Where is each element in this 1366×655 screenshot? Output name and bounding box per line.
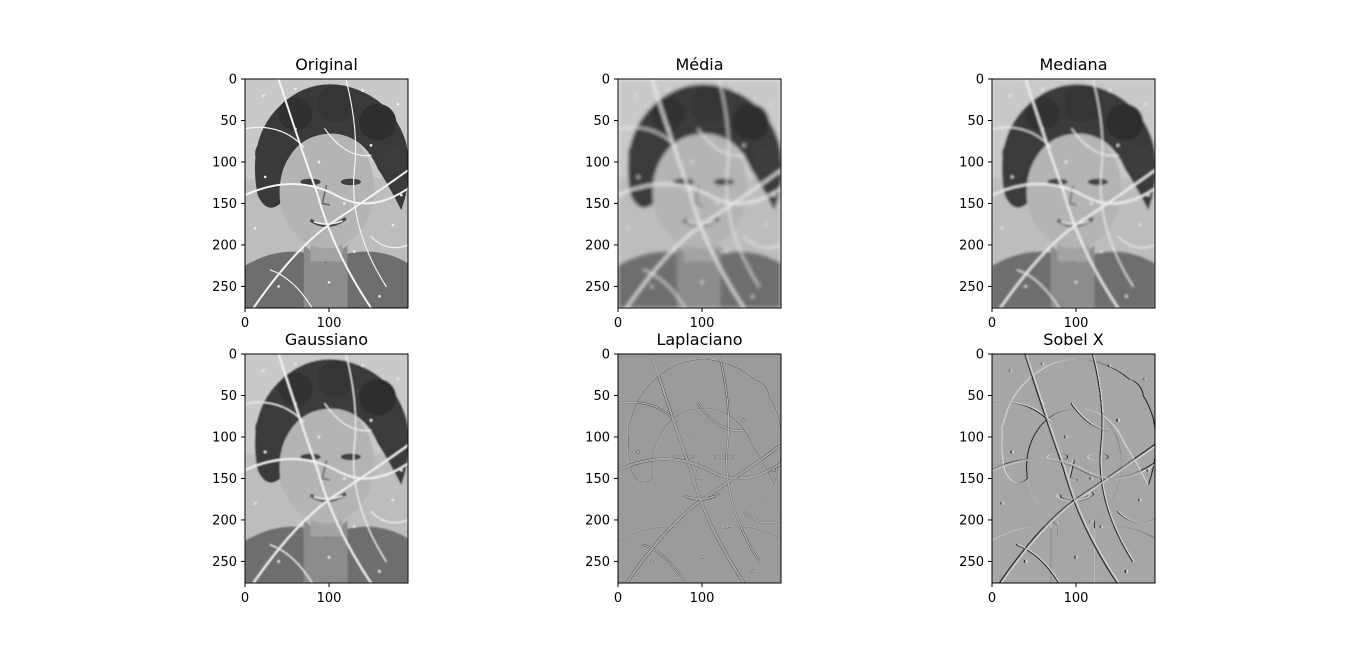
subplot-5: Laplaciano 0 100 0 50 100 150 200 250 — [585, 330, 782, 606]
y-tick-label: 0 — [602, 73, 610, 88]
y-tick-label: 0 — [602, 348, 610, 363]
x-tick-label: 100 — [690, 591, 715, 606]
x-tick-label: 0 — [614, 591, 622, 606]
y-tick-label: 150 — [585, 472, 610, 487]
image-panel — [245, 79, 409, 308]
y-tick-label: 250 — [212, 280, 237, 295]
x-tick-label: 0 — [988, 591, 996, 606]
y-tick-label: 150 — [212, 197, 237, 212]
y-tick-label: 50 — [220, 114, 237, 129]
x-tick-label: 100 — [317, 591, 342, 606]
x-tick-label: 100 — [1064, 591, 1089, 606]
subplot-title: Média — [675, 55, 723, 74]
y-tick-label: 150 — [585, 197, 610, 212]
y-tick-label: 250 — [585, 555, 610, 570]
y-tick-label: 50 — [593, 114, 610, 129]
subplot-2: Média 0 100 0 50 100 150 200 250 — [585, 55, 782, 331]
y-tick-label: 200 — [212, 238, 237, 253]
y-tick-label: 150 — [212, 472, 237, 487]
y-tick-label: 250 — [959, 280, 984, 295]
y-tick-label: 150 — [959, 197, 984, 212]
subplot-1: Original 0 100 0 50 100 150 200 250 — [212, 55, 409, 331]
y-tick-label: 200 — [585, 238, 610, 253]
y-tick-label: 200 — [212, 513, 237, 528]
x-tick-label: 0 — [614, 316, 622, 331]
y-tick-label: 50 — [967, 114, 984, 129]
y-tick-label: 250 — [212, 555, 237, 570]
image-panel — [992, 79, 1156, 308]
y-tick-label: 100 — [585, 155, 610, 170]
subplot-4: Gaussiano 0 100 0 50 100 150 200 250 — [212, 330, 409, 606]
y-tick-label: 250 — [959, 555, 984, 570]
y-tick-label: 100 — [212, 155, 237, 170]
subplot-title: Original — [295, 55, 358, 74]
subplot-title: Gaussiano — [285, 330, 368, 349]
y-tick-label: 200 — [959, 238, 984, 253]
subplot-title: Mediana — [1040, 55, 1108, 74]
x-tick-label: 0 — [988, 316, 996, 331]
image-panel — [245, 354, 409, 583]
x-tick-label: 100 — [317, 316, 342, 331]
x-tick-label: 100 — [690, 316, 715, 331]
y-tick-label: 0 — [229, 73, 237, 88]
y-tick-label: 100 — [212, 430, 237, 445]
y-tick-label: 50 — [967, 389, 984, 404]
subplot-title: Laplaciano — [656, 330, 742, 349]
x-tick-label: 0 — [241, 591, 249, 606]
y-tick-label: 50 — [593, 389, 610, 404]
y-tick-label: 0 — [229, 348, 237, 363]
image-panel — [992, 354, 1156, 583]
y-tick-label: 150 — [959, 472, 984, 487]
y-tick-label: 250 — [585, 280, 610, 295]
y-tick-label: 100 — [585, 430, 610, 445]
x-tick-label: 100 — [1064, 316, 1089, 331]
y-tick-label: 200 — [585, 513, 610, 528]
image-panel — [618, 354, 782, 583]
y-tick-label: 100 — [959, 155, 984, 170]
x-tick-label: 0 — [241, 316, 249, 331]
subplot-3: Mediana 0 100 0 50 100 150 200 250 — [959, 55, 1156, 331]
y-tick-label: 200 — [959, 513, 984, 528]
y-tick-label: 0 — [976, 348, 984, 363]
image-panel — [618, 79, 782, 308]
subplot-6: Sobel X 0 100 0 50 100 150 200 250 — [959, 330, 1156, 606]
y-tick-label: 100 — [959, 430, 984, 445]
subplot-title: Sobel X — [1043, 330, 1103, 349]
y-tick-label: 50 — [220, 389, 237, 404]
y-tick-label: 0 — [976, 73, 984, 88]
